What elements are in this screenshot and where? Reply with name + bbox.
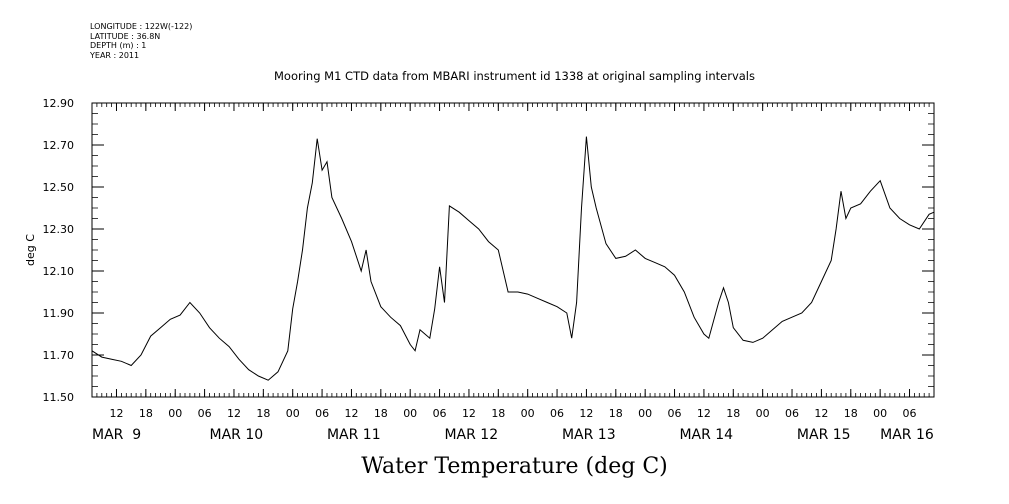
x-tick-label: 18: [256, 407, 270, 420]
depth-label: DEPTH (m) : 1: [90, 41, 147, 50]
x-day-label: MAR 14: [679, 427, 733, 443]
x-tick-label: 00: [403, 407, 417, 420]
x-tick-label: 00: [638, 407, 652, 420]
chart-title: Mooring M1 CTD data from MBARI instrumen…: [274, 69, 755, 83]
y-tick-label: 12.70: [43, 139, 75, 152]
x-day-label: MAR 11: [327, 427, 381, 443]
x-tick-label: 18: [491, 407, 505, 420]
x-tick-label: 06: [550, 407, 564, 420]
year-label: YEAR : 2011: [90, 50, 140, 60]
x-tick-label: 12: [344, 407, 358, 420]
y-tick-label: 11.90: [43, 307, 75, 320]
x-tick-label: 00: [286, 407, 300, 420]
x-tick-label: 06: [433, 407, 447, 420]
x-tick-label: 12: [814, 407, 828, 420]
x-tick-label: 12: [697, 407, 711, 420]
x-day-label: MAR 16: [880, 427, 934, 443]
x-tick-label: 12: [462, 407, 476, 420]
longitude-label: LONGITUDE : 122W(-122): [90, 22, 193, 31]
x-day-label: MAR 15: [797, 427, 851, 443]
x-minor-ticks: [91, 103, 935, 397]
y-tick-label: 12.50: [43, 181, 75, 194]
x-tick-label: 06: [785, 407, 799, 420]
x-day-label: MAR 12: [444, 427, 498, 443]
y-axis-label: deg C: [24, 234, 37, 266]
x-tick-label: 06: [668, 407, 682, 420]
plot-frame: [91, 102, 935, 398]
x-tick-label: 18: [374, 407, 388, 420]
x-tick-label: 00: [168, 407, 182, 420]
x-tick-label: 18: [726, 407, 740, 420]
x-tick-label: 00: [521, 407, 535, 420]
metadata-block: LONGITUDE : 122W(-122) LATITUDE : 36.8N …: [90, 22, 192, 60]
x-tick-label: 12: [227, 407, 241, 420]
x-day-label: MAR 13: [562, 427, 616, 443]
x-tick-label: 12: [579, 407, 593, 420]
y-tick-label: 12.90: [43, 97, 75, 110]
latitude-label: LATITUDE : 36.8N: [90, 31, 161, 41]
y-tick-label: 12.30: [43, 223, 75, 236]
x-tick-label: 00: [756, 407, 770, 420]
y-tick-label: 11.50: [43, 391, 75, 404]
x-tick-label: 18: [139, 407, 153, 420]
x-tick-label: 12: [109, 407, 123, 420]
x-day-label: MAR 9: [92, 427, 141, 443]
temperature-series-line: [91, 136, 935, 381]
footer-title: Water Temperature (deg C): [361, 454, 668, 479]
x-tick-label: 18: [609, 407, 623, 420]
x-day-label: MAR 10: [209, 427, 263, 443]
y-tick-label: 11.70: [43, 349, 75, 362]
x-tick-label: 00: [873, 407, 887, 420]
x-tick-label: 06: [903, 407, 917, 420]
x-tick-label: 18: [844, 407, 858, 420]
y-minor-ticks: [92, 102, 934, 398]
x-tick-label: 06: [198, 407, 212, 420]
x-tick-label: 06: [315, 407, 329, 420]
y-tick-label: 12.10: [43, 265, 75, 278]
